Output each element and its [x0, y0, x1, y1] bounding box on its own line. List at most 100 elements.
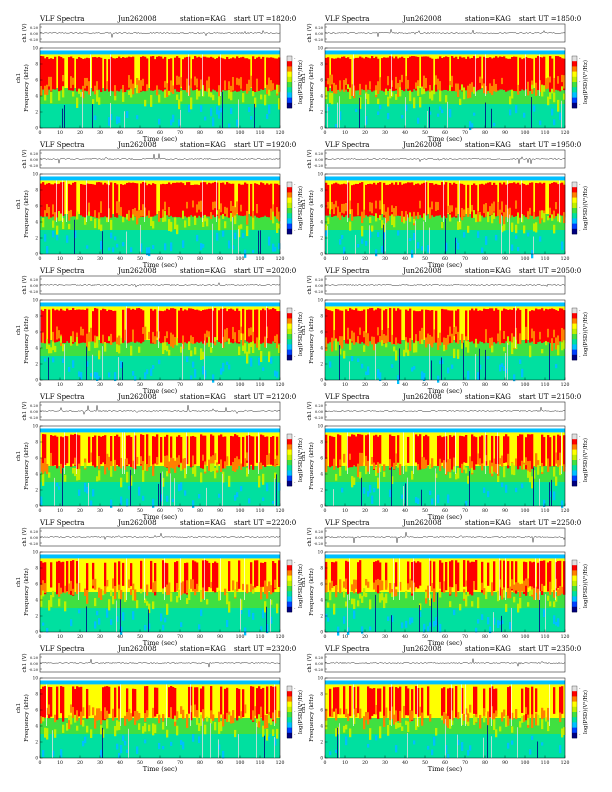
spec-yellowgreen-col — [337, 726, 340, 735]
x-tick-label: 100 — [521, 508, 530, 514]
spec-streak — [501, 214, 502, 254]
panel-start-ut: start UT =2350:0 — [519, 645, 581, 653]
spec-base-band — [40, 356, 280, 380]
spec-orange-col — [202, 454, 205, 461]
spec-yellowgreen-col — [132, 214, 135, 221]
spec-streak — [118, 357, 119, 380]
spec-orange-col — [507, 715, 510, 726]
spec-red-col — [365, 56, 368, 91]
spec-orange-col — [377, 327, 380, 336]
spec-red-col — [331, 311, 334, 343]
spec-yellowgreen-col — [152, 601, 155, 610]
spec-red-col — [527, 687, 530, 718]
spec-cyan-col — [343, 616, 346, 624]
spec-red-col — [515, 183, 518, 217]
spec-yellowgreen-col — [559, 216, 562, 223]
panel-station: station=KAG — [465, 393, 511, 401]
spec-red-col — [210, 183, 213, 218]
spec-yellowgreen-col — [515, 339, 518, 350]
x-tick-label: 60 — [157, 130, 163, 136]
ts-tick-label: -0.20 — [29, 164, 39, 168]
spec-white-streak — [110, 54, 111, 96]
spec-orange-col — [491, 203, 494, 215]
spec-cyan-col — [170, 119, 173, 126]
x-axis-label: Time (sec) — [143, 513, 178, 521]
spec-cyan-col — [375, 249, 378, 257]
spec-yellowgreen-col — [258, 339, 261, 351]
spectrogram — [325, 426, 566, 508]
y-axis-label: Frequency (kHz) — [308, 64, 315, 112]
spec-white-streak — [144, 558, 145, 600]
spec-orange-col — [128, 75, 131, 88]
x-tick-label: 60 — [157, 256, 163, 262]
spec-orange-col — [238, 330, 241, 343]
spec-cyan-col — [409, 617, 412, 625]
spec-yellowgreen-col — [537, 464, 540, 475]
spec-red-col — [96, 182, 99, 218]
spec-orange-col — [224, 329, 227, 343]
spec-orange-col — [395, 76, 398, 89]
spec-red-col — [469, 310, 472, 342]
colorbar-tick: - — [294, 583, 296, 588]
spec-yellowgreen-col — [218, 218, 221, 231]
spec-orange-col — [168, 206, 171, 216]
ts-trace — [39, 532, 281, 540]
spec-orange-col — [194, 76, 197, 86]
spec-red-col — [104, 562, 107, 588]
spec-yellowgreen-col — [563, 727, 566, 735]
spec-cyan-col — [94, 372, 97, 378]
spec-yellowgreen-col — [421, 339, 424, 345]
spec-yellowgreen-col — [401, 726, 404, 731]
spec-orange-col — [515, 709, 518, 720]
spec-streak — [549, 482, 550, 506]
spec-streak — [160, 473, 161, 506]
spec-red-col — [353, 310, 356, 344]
spec-red-col — [262, 687, 265, 721]
spec-orange-col — [190, 335, 193, 344]
ts-axis-label: ch1 (V) — [306, 24, 313, 43]
spec-red-col — [501, 184, 504, 217]
spec-cyan-col — [483, 487, 486, 493]
spec-cyan-col — [226, 361, 229, 365]
spec-cyan-col — [401, 494, 404, 499]
spec-cyan-col — [218, 110, 221, 119]
spec-cyan-col — [557, 618, 560, 627]
spec-red-col — [170, 184, 173, 216]
colorbar-label: log(PSD)(V²/Hz) — [297, 312, 304, 356]
spec-red-col — [56, 686, 59, 720]
spec-cyan-col — [56, 234, 59, 241]
spec-orange-col — [393, 462, 396, 470]
spec-orange-col — [375, 704, 378, 715]
x-tick-label: 120 — [561, 382, 570, 388]
spec-cyan-col — [114, 372, 117, 382]
y-tick-label: 0 — [320, 504, 323, 509]
spec-red-col — [487, 182, 490, 218]
spec-red-col — [230, 183, 233, 218]
spec-red-col — [359, 56, 362, 92]
spec-yellowgreen-col — [475, 338, 478, 348]
spec-orange-col — [399, 464, 402, 476]
spec-red-col — [214, 561, 217, 593]
y-tick-label: 0 — [35, 126, 38, 131]
spec-red-col — [369, 308, 372, 342]
spec-orange-col — [373, 336, 376, 351]
spec-red-col — [242, 436, 245, 467]
spec-yellowgreen-col — [64, 601, 67, 612]
spec-streak — [431, 598, 432, 632]
spec-yellowgreen-col — [166, 471, 169, 477]
spec-empty-top — [40, 300, 280, 303]
spec-cyan-col — [481, 614, 484, 620]
spec-red-col — [176, 182, 179, 218]
spec-red-col — [104, 182, 107, 217]
colorbar-swatch — [572, 213, 577, 219]
y-tick-label: 2 — [320, 110, 323, 115]
x-tick-label: 100 — [521, 382, 530, 388]
spec-orange-col — [523, 580, 526, 592]
spec-cyan-col — [377, 369, 380, 378]
colorbar-swatch — [572, 701, 577, 708]
spec-yellowgreen-col — [533, 223, 536, 232]
spec-streak — [256, 722, 257, 758]
spec-cyan-col — [218, 744, 221, 750]
spec-yellowgreen-col — [387, 96, 390, 107]
spec-red-col — [333, 562, 336, 587]
